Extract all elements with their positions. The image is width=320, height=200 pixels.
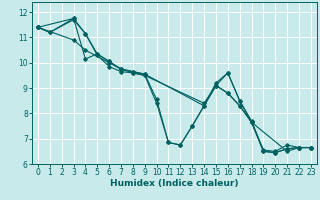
X-axis label: Humidex (Indice chaleur): Humidex (Indice chaleur) — [110, 179, 239, 188]
